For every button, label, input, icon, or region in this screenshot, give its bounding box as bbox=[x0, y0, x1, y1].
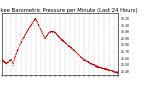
Title: Milwaukee Barometric Pressure per Minute (Last 24 Hours): Milwaukee Barometric Pressure per Minute… bbox=[0, 8, 138, 13]
